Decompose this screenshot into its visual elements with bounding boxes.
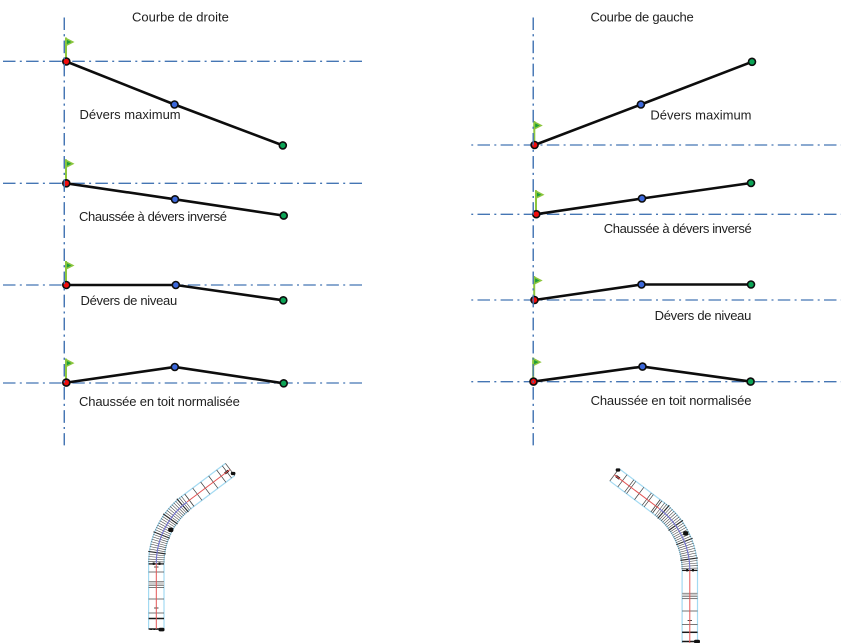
svg-text:Chaussée en toit normalisée: Chaussée en toit normalisée — [591, 393, 752, 408]
svg-text:Courbe de gauche: Courbe de gauche — [591, 10, 694, 25]
svg-text:Chaussée à dévers inversé: Chaussée à dévers inversé — [79, 209, 227, 224]
svg-text:Chaussée en toit normalisée: Chaussée en toit normalisée — [79, 394, 240, 409]
svg-text:Dévers de niveau: Dévers de niveau — [655, 308, 751, 323]
svg-text:Dévers de niveau: Dévers de niveau — [81, 293, 177, 308]
svg-text:Chaussée à dévers inversé: Chaussée à dévers inversé — [604, 221, 752, 236]
svg-text:Dévers maximum: Dévers maximum — [650, 108, 751, 123]
svg-text:Dévers maximum: Dévers maximum — [80, 107, 181, 122]
svg-text:Courbe de droite: Courbe de droite — [132, 10, 229, 25]
